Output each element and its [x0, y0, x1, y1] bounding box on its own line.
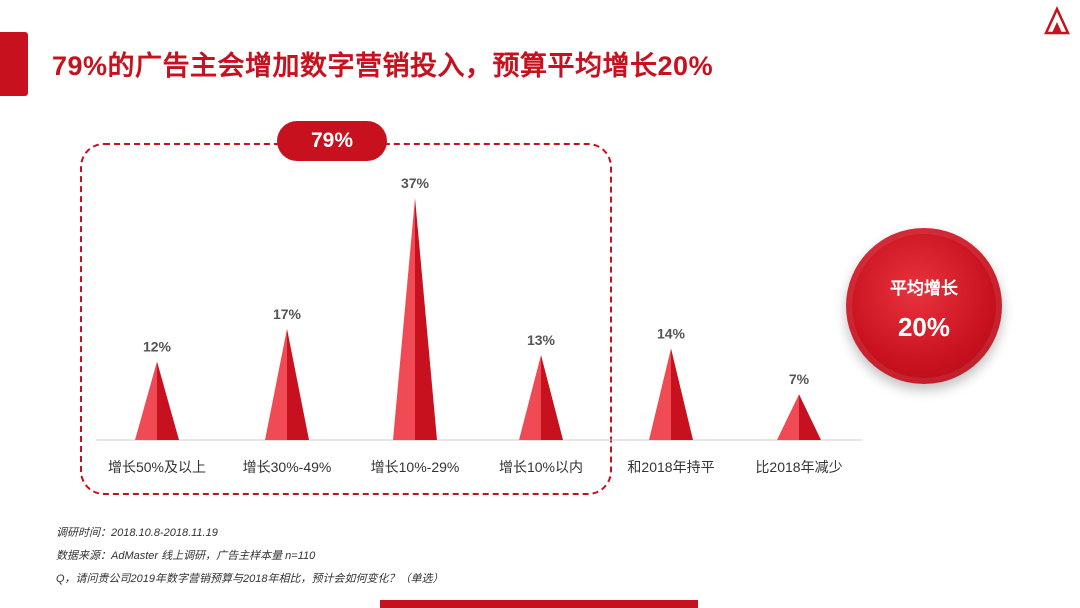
survey-question-note: Q，请问贵公司2019年数字营销预算与2018年相比，预计会如何变化？（单选）	[56, 573, 444, 585]
bar-1	[135, 361, 179, 440]
average-growth-circle: 平均增长 20%	[846, 228, 1002, 384]
increase-total-badge: 79%	[277, 121, 387, 161]
value-label-1: 12%	[143, 339, 172, 355]
bar-5	[649, 348, 693, 440]
category-label-5: 和2018年持平	[627, 459, 714, 475]
category-label-1: 增长50%及以上	[108, 459, 206, 475]
category-label-3: 增长10%-29%	[371, 459, 460, 475]
value-label-3: 37%	[401, 175, 430, 191]
value-label-4: 13%	[527, 332, 556, 348]
bottom-accent-bar	[380, 600, 698, 608]
page-title: 79%的广告主会增加数字营销投入，预算平均增长20%	[52, 51, 714, 81]
triangle-logo-icon	[1044, 6, 1070, 35]
value-label-5: 14%	[657, 325, 686, 341]
data-source-note: 数据来源：AdMaster 线上调研，广告主样本量 n=110	[56, 550, 316, 562]
value-label-6: 7%	[789, 371, 810, 387]
value-label-2: 17%	[273, 306, 302, 322]
title-accent-bar	[0, 32, 28, 96]
bar-2	[265, 328, 309, 440]
category-label-6: 比2018年减少	[755, 459, 842, 475]
footnotes: 调研时间：2018.10.8-2018.11.19 数据来源：AdMaster …	[56, 522, 444, 591]
category-label-2: 增长30%-49%	[243, 459, 332, 475]
average-growth-label: 平均增长	[890, 279, 958, 298]
category-label-4: 增长10%以内	[499, 459, 583, 475]
bar-3	[393, 198, 437, 440]
bar-4	[519, 354, 563, 440]
survey-period-note: 调研时间：2018.10.8-2018.11.19	[56, 527, 218, 539]
bar-6	[777, 394, 821, 440]
average-growth-value: 20%	[897, 312, 951, 342]
